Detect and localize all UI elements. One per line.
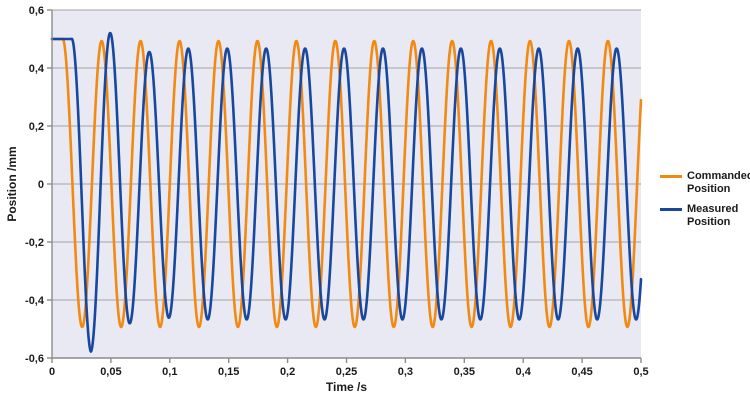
legend-line-swatch — [660, 175, 682, 178]
series-line-measured — [50, 31, 643, 353]
x-tick-label: 0,15 — [218, 366, 239, 378]
legend-entry: Measured Position — [660, 203, 750, 229]
legend-line-swatch — [660, 208, 682, 211]
x-tick-label: 0,35 — [454, 366, 475, 378]
x-tick-label: 0,3 — [398, 366, 413, 378]
y-axis-title: Position /mm — [5, 146, 19, 221]
x-tick-label: 0,1 — [162, 366, 177, 378]
legend-label: Measured Position — [687, 203, 739, 228]
x-axis-title: Time /s — [326, 380, 367, 394]
y-tick-label: -0,4 — [25, 295, 45, 307]
series-line-commanded — [50, 37, 643, 329]
legend-entry: Commanded Position — [660, 170, 750, 196]
y-tick-label: 0,2 — [29, 121, 44, 133]
x-tick-label: 0,2 — [280, 366, 295, 378]
y-tick-label: -0,2 — [25, 237, 44, 249]
x-tick-label: 0 — [49, 366, 55, 378]
legend: Commanded Position Measured Position — [660, 170, 750, 236]
x-tick-label: 0,05 — [100, 366, 121, 378]
y-tick-label: 0 — [38, 179, 44, 191]
y-tick-label: -0,6 — [25, 353, 44, 365]
y-tick-label: 0,4 — [29, 63, 45, 75]
x-tick-label: 0,25 — [336, 366, 357, 378]
x-tick-label: 0,5 — [633, 366, 648, 378]
x-tick-label: 0,45 — [571, 366, 592, 378]
x-tick-label: 0,4 — [516, 366, 532, 378]
y-tick-label: 0,6 — [29, 5, 44, 17]
legend-label: Commanded Position — [687, 170, 750, 195]
